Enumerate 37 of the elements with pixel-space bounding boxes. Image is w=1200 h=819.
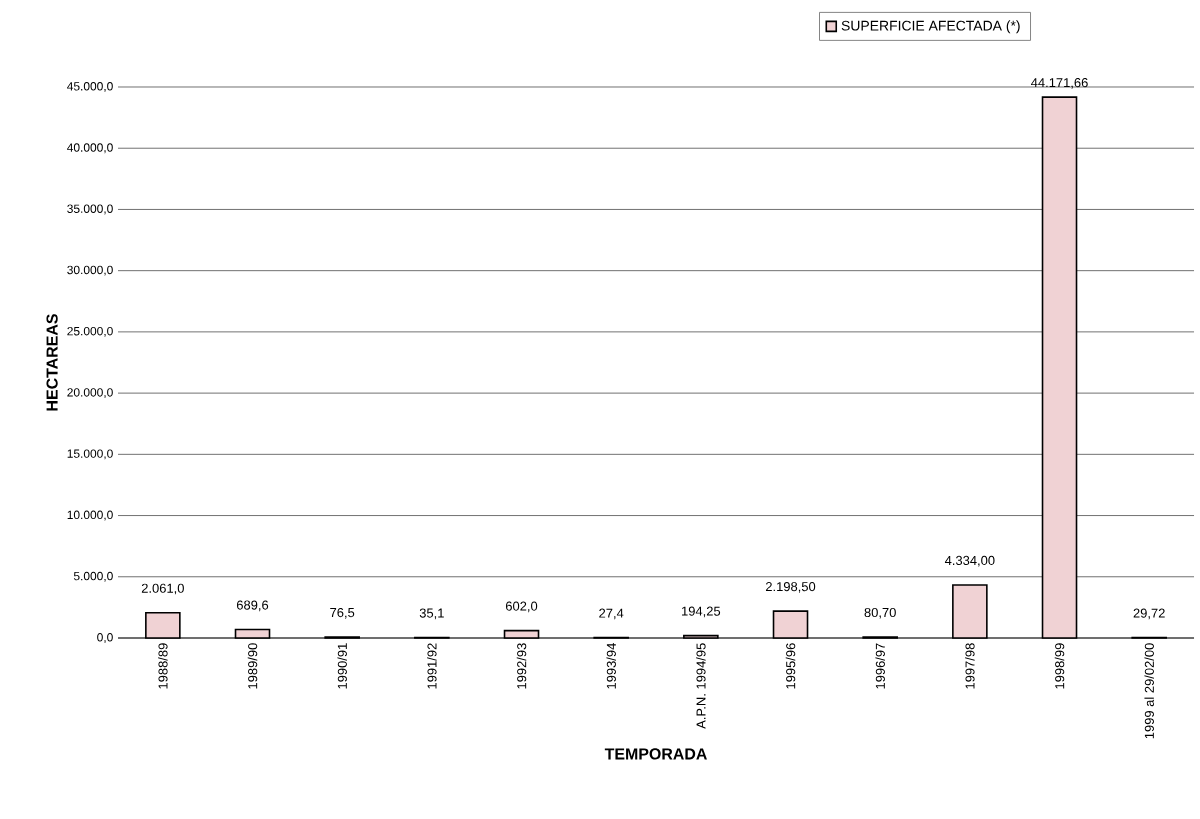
data-label: 44.171,66 [1031, 78, 1088, 89]
y-tick-label: 40.000,0 [67, 143, 113, 154]
x-tick-label: 1991/92 [427, 643, 437, 689]
y-tick-label: 45.000,0 [67, 82, 113, 92]
x-tick-label: 1997/98 [965, 643, 975, 689]
data-label: 27,4 [599, 608, 624, 620]
y-axis-title: HECTAREAS [46, 314, 58, 411]
x-tick-label: 1996/97 [875, 643, 885, 689]
data-label: 29,72 [1133, 608, 1165, 620]
data-label: 2.061,0 [141, 583, 184, 595]
x-axis-title: TEMPORADA [604, 748, 707, 760]
x-tick-label: 1990/91 [337, 643, 347, 689]
x-tick-label: 1988/89 [158, 643, 168, 689]
legend-label: SUPERFICIE AFECTADA (*) [841, 20, 1020, 34]
data-label: 602,0 [505, 601, 538, 613]
x-tick-label: 1995/96 [785, 643, 796, 689]
y-tick-label: 5.000,0 [73, 571, 113, 582]
x-tick-label: 1999 al 29/02/00 [1144, 643, 1154, 739]
x-tick-label: 1992/93 [516, 643, 527, 689]
x-tick-label: 1993/94 [606, 643, 616, 689]
x-tick-label: 1998/99 [1054, 643, 1065, 689]
data-label: 80,70 [864, 607, 896, 619]
y-tick-label: 35.000,0 [67, 204, 113, 215]
data-label: 194,25 [682, 606, 721, 618]
data-label: 4.334,00 [944, 555, 995, 567]
y-tick-label: 30.000,0 [67, 265, 113, 276]
y-tick-label: 20.000,0 [67, 388, 113, 399]
x-tick-label: 1989/90 [247, 643, 258, 689]
y-tick-label: 15.000,0 [67, 449, 113, 460]
data-label: 2.198,50 [765, 582, 816, 593]
y-tick-label: 25.000,0 [67, 326, 113, 337]
data-label: 35,1 [419, 608, 444, 620]
data-label: 76,5 [330, 607, 355, 619]
y-tick-label: 0,0 [97, 633, 113, 643]
x-tick-label: A.P.N. 1994/95 [696, 643, 706, 729]
data-label: 689,6 [236, 600, 269, 612]
y-tick-label: 10.000,0 [67, 510, 113, 521]
